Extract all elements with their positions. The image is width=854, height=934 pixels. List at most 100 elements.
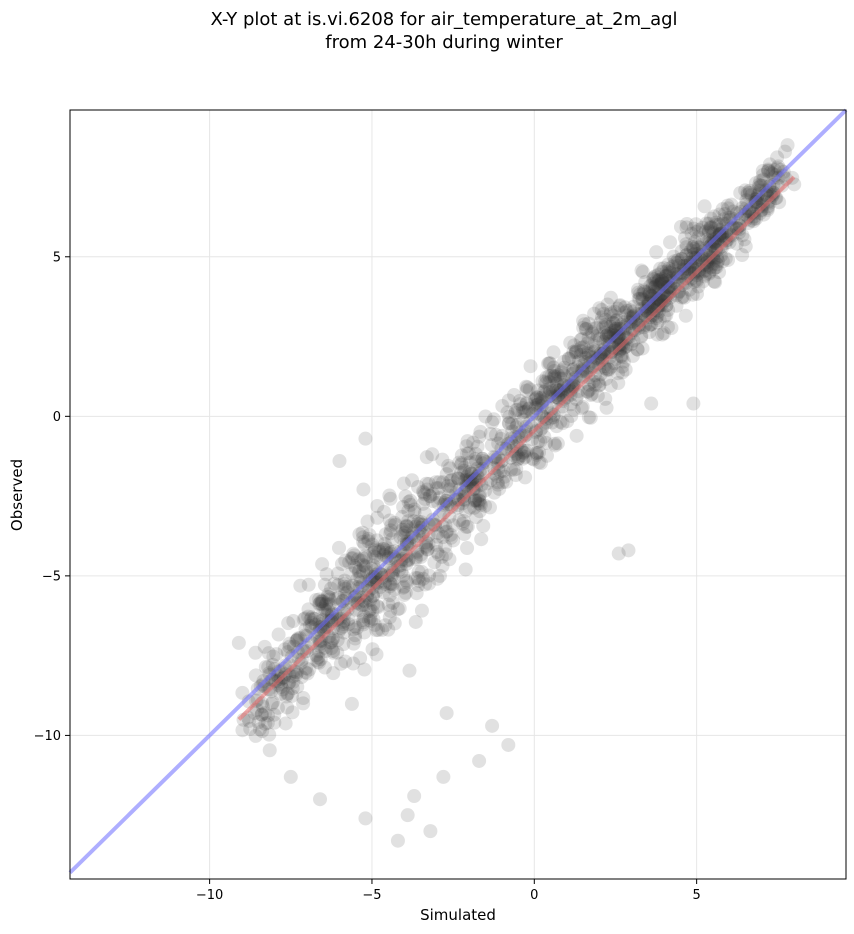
scatter-point (478, 483, 493, 498)
scatter-point (636, 320, 651, 335)
scatter-point (709, 260, 724, 275)
scatter-point (315, 601, 330, 616)
scatter-point (679, 217, 694, 232)
scatter-point (603, 305, 618, 320)
scatter-point (707, 235, 722, 250)
scatter-point (585, 386, 600, 401)
scatter-point (576, 313, 591, 328)
scatter-point (396, 568, 411, 583)
scatter-point (719, 224, 734, 239)
scatter-point (399, 522, 414, 537)
scatter-point (281, 676, 296, 691)
scatter-point (508, 468, 523, 483)
scatter-point (320, 589, 335, 604)
scatter-point (607, 356, 622, 371)
scatter-point (399, 573, 414, 588)
scatter-point (293, 578, 308, 593)
scatter-point (635, 265, 650, 280)
scatter-point (635, 291, 650, 306)
scatter-point (679, 237, 694, 252)
scatter-point (427, 555, 442, 570)
scatter-point (674, 252, 689, 267)
scatter-point (382, 579, 397, 594)
scatter-point (597, 359, 612, 374)
scatter-point (571, 384, 586, 399)
scatter-point (656, 286, 671, 301)
scatter-point (580, 336, 595, 351)
scatter-point (720, 198, 735, 213)
scatter-point (451, 471, 466, 486)
scatter-point (298, 611, 313, 626)
scatter-point (353, 569, 368, 584)
scatter-point (476, 518, 491, 533)
scatter-point (387, 582, 402, 597)
scatter-point (669, 266, 684, 281)
scatter-point (414, 564, 429, 579)
scatter-point (412, 574, 427, 589)
scatter-point (502, 416, 517, 431)
scatter-point (251, 715, 266, 730)
scatter-point (580, 384, 595, 399)
scatter-point (648, 279, 663, 294)
scatter-point (423, 824, 438, 839)
scatter-point (714, 228, 729, 243)
scatter-point (651, 267, 666, 282)
scatter-point (280, 686, 295, 701)
scatter-point (576, 357, 591, 372)
scatter-point (438, 539, 453, 554)
scatter-point (301, 602, 316, 617)
scatter-point (509, 403, 524, 418)
scatter-point (338, 581, 353, 596)
scatter-point (598, 317, 613, 332)
scatter-point (505, 416, 520, 431)
scatter-point (322, 635, 337, 650)
scatter-point (273, 686, 288, 701)
scatter-point (615, 365, 630, 380)
scatter-point (262, 666, 277, 681)
scatter-point (684, 226, 699, 241)
scatter-point (413, 547, 428, 562)
scatter-point (541, 356, 556, 371)
scatter-point (435, 475, 450, 490)
scatter-point (612, 299, 627, 314)
scatter-point (763, 165, 778, 180)
scatter-point (532, 455, 547, 470)
scatter-point (312, 623, 327, 638)
scatter-point (611, 546, 626, 561)
scatter-point (636, 283, 651, 298)
scatter-point (515, 405, 530, 420)
scatter-point (498, 441, 513, 456)
scatter-point (606, 316, 621, 331)
scatter-point (344, 566, 359, 581)
scatter-point (529, 447, 544, 462)
scatter-point (378, 618, 393, 633)
scatter-point (300, 666, 315, 681)
scatter-point (317, 660, 332, 675)
scatter-point (499, 474, 514, 489)
scatter-point (595, 310, 610, 325)
scatter-point (755, 164, 770, 179)
scatter-point (729, 206, 744, 221)
scatter-point (398, 585, 413, 600)
scatter-point (735, 201, 750, 216)
scatter-point (688, 254, 703, 269)
scatter-point (768, 191, 783, 206)
scatter-point (641, 284, 656, 299)
scatter-point (685, 240, 700, 255)
scatter-point (338, 553, 353, 568)
scatter-point (388, 517, 403, 532)
scatter-point (312, 592, 327, 607)
scatter-point (235, 723, 250, 738)
scatter-point (394, 564, 409, 579)
scatter-point (356, 558, 371, 573)
scatter-point (367, 570, 382, 585)
scatter-point (581, 344, 596, 359)
scatter-point (651, 274, 666, 289)
scatter-point (548, 438, 563, 453)
scatter-point (701, 216, 716, 231)
scatter-point (529, 445, 544, 460)
scatter-point (383, 523, 398, 538)
scatter-point (408, 550, 423, 565)
scatter-point (718, 251, 733, 266)
scatter-point (645, 276, 660, 291)
